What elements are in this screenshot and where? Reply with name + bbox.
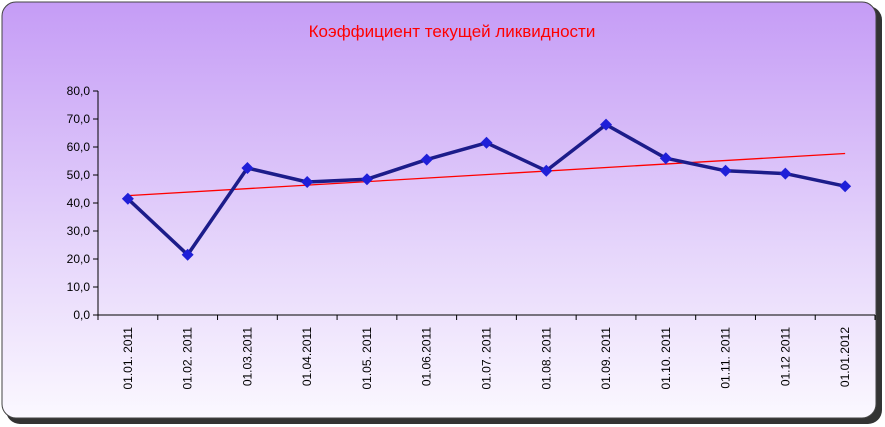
x-tick-label: 01.01. 2011	[121, 327, 135, 390]
x-tick-label: 01.01.2012	[838, 327, 852, 387]
x-tick-label: 01.03.2011	[240, 327, 254, 386]
y-tick-label: 60,0	[67, 140, 91, 154]
x-tick-label: 01.09. 2011	[599, 327, 613, 390]
chart-background	[1, 1, 877, 419]
data-point	[420, 153, 433, 166]
data-point	[360, 173, 373, 186]
y-tick-label: 30,0	[67, 224, 91, 238]
y-tick-label: 50,0	[67, 168, 91, 182]
data-point	[181, 248, 194, 261]
x-tick-label: 01.12 2011	[778, 327, 792, 386]
y-tick-label: 40,0	[67, 196, 91, 210]
x-tick-label: 01.08. 2011	[539, 327, 553, 390]
data-point	[779, 167, 792, 180]
x-tick-label: 01.02. 2011	[181, 327, 195, 390]
data-point	[600, 118, 613, 131]
x-tick-label: 01.07. 2011	[480, 327, 494, 390]
data-point	[540, 164, 553, 177]
data-point	[719, 164, 732, 177]
data-point	[480, 136, 493, 149]
x-tick-label: 01.10. 2011	[659, 327, 673, 390]
data-point	[839, 180, 852, 193]
x-tick-label: 01.05. 2011	[360, 327, 374, 390]
trendline	[127, 152, 846, 197]
x-tick-label: 01.11. 2011	[719, 327, 733, 389]
y-tick-label: 70,0	[67, 112, 91, 126]
y-tick-label: 10,0	[67, 280, 91, 294]
x-tick-label: 01.04.2011	[300, 327, 314, 386]
y-tick-label: 80,0	[67, 84, 91, 98]
data-point	[659, 152, 672, 165]
y-tick-label: 0,0	[73, 308, 90, 322]
x-tick-label: 01.06.2011	[420, 327, 434, 386]
data-point	[241, 162, 254, 174]
chart-title: Коэффициент текущей ликвидности	[309, 22, 596, 41]
data-point	[301, 176, 314, 188]
data-point	[121, 192, 134, 205]
y-tick-label: 20,0	[67, 252, 91, 266]
